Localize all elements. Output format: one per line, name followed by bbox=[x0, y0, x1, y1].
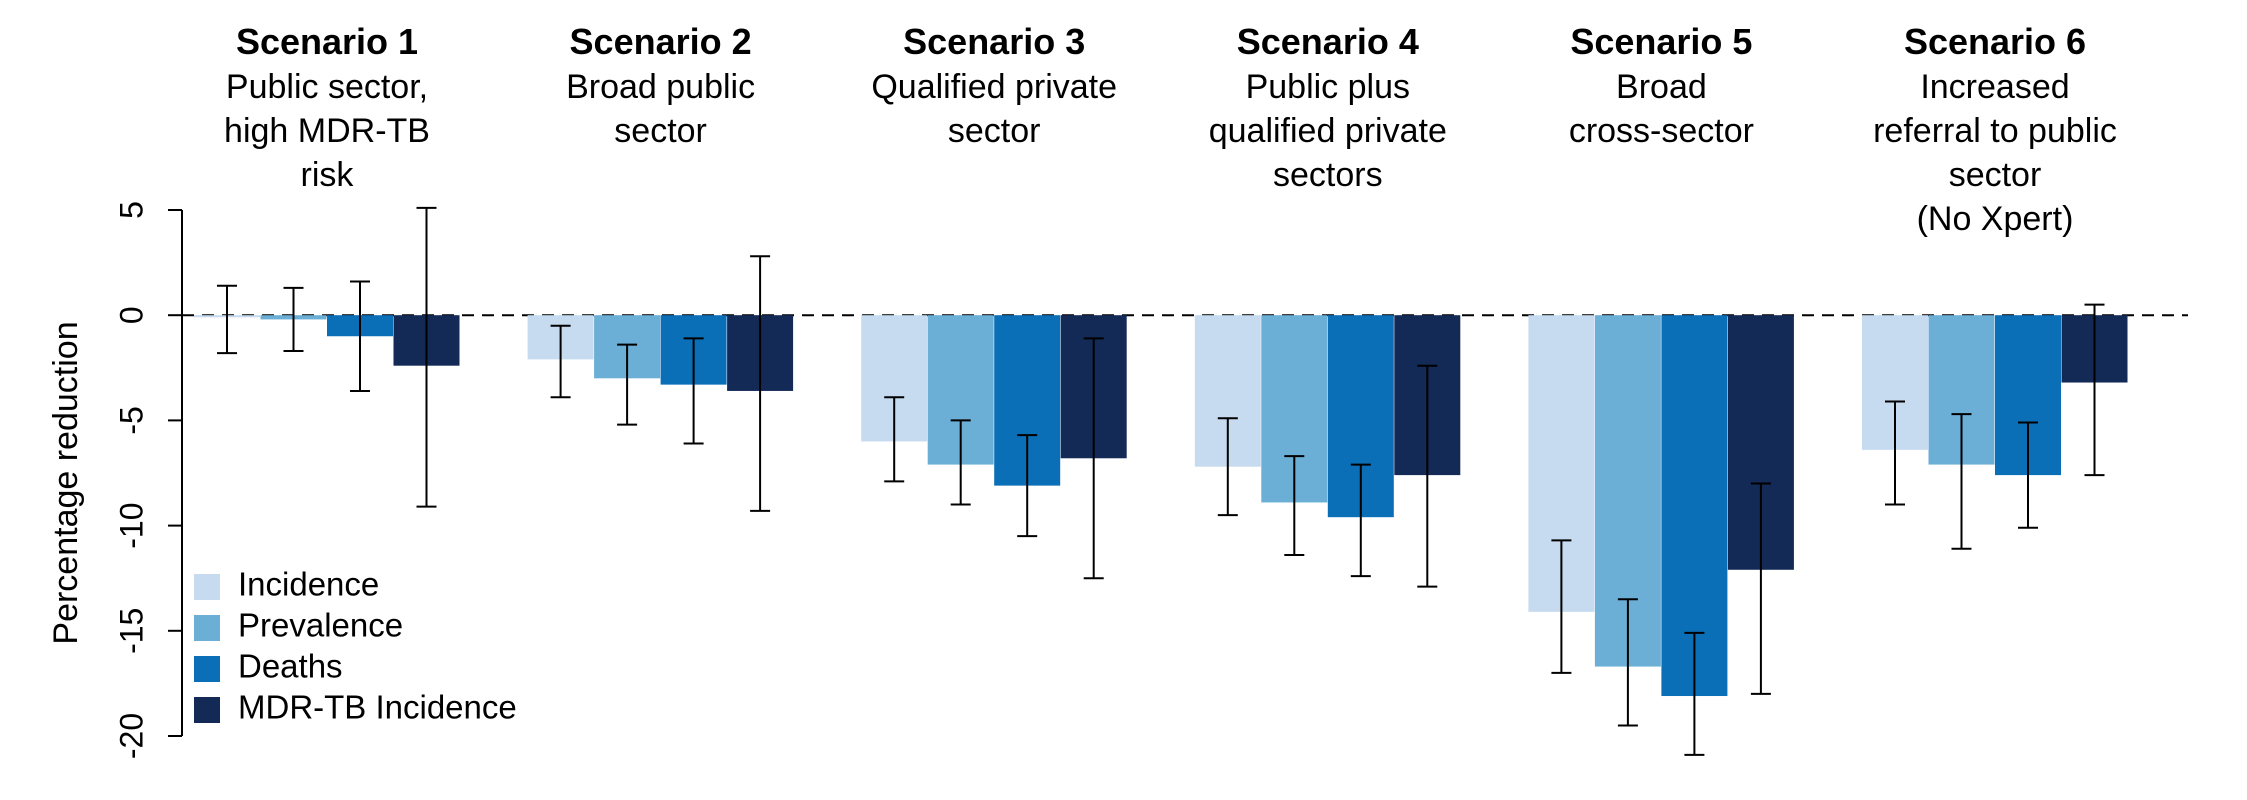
y-tick-label: -15 bbox=[113, 608, 149, 654]
legend-label: Incidence bbox=[238, 566, 379, 603]
scenario-subtitle: Public sector, bbox=[226, 68, 428, 106]
legend-swatch bbox=[194, 574, 220, 600]
bars bbox=[194, 315, 2128, 697]
legend-label: MDR-TB Incidence bbox=[238, 689, 517, 726]
scenario-subtitle: qualified private bbox=[1209, 112, 1447, 150]
scenario-subtitle: risk bbox=[301, 156, 355, 194]
scenario-subtitle: Broad bbox=[1616, 68, 1707, 106]
scenario-title: Scenario 1 bbox=[236, 21, 418, 62]
scenario-subtitle: Qualified private bbox=[871, 68, 1117, 106]
y-tick-label: -5 bbox=[113, 406, 149, 434]
scenario-subtitle: cross-sector bbox=[1569, 112, 1754, 150]
scenario-subtitle: Increased bbox=[1920, 68, 2069, 106]
legend-label: Deaths bbox=[238, 648, 343, 685]
scenario-subtitle: sector bbox=[1949, 156, 2042, 194]
y-axis-title: Percentage reduction bbox=[47, 321, 85, 644]
legend: Incidence Prevalence Deaths MDR-TB Incidenc… bbox=[194, 566, 517, 726]
scenario-title: Scenario 6 bbox=[1904, 21, 2086, 62]
error-bars bbox=[217, 206, 2105, 756]
y-axis: 5 0 -5 -10 -15 -20 Percentage reduction bbox=[47, 201, 2188, 759]
y-tick-label: -10 bbox=[113, 502, 149, 548]
scenario-title: Scenario 2 bbox=[570, 21, 752, 62]
scenario-subtitle: (No Xpert) bbox=[1917, 200, 2074, 238]
scenario-title: Scenario 3 bbox=[903, 21, 1085, 62]
legend-swatch bbox=[194, 697, 220, 723]
y-tick-label: 5 bbox=[113, 201, 149, 219]
scenario-title: Scenario 5 bbox=[1570, 21, 1752, 62]
scenario-titles: Scenario 1 Public sector, high MDR-TB risk S… bbox=[224, 21, 2117, 238]
legend-swatch bbox=[194, 656, 220, 682]
y-tick-label: -20 bbox=[113, 713, 149, 759]
legend-swatch bbox=[194, 615, 220, 641]
scenario-title: Scenario 4 bbox=[1237, 21, 1419, 62]
scenario-subtitle: referral to public bbox=[1873, 112, 2117, 150]
scenario-subtitle: Broad public bbox=[566, 68, 755, 106]
legend-label: Prevalence bbox=[238, 607, 403, 644]
y-tick-label: 0 bbox=[113, 306, 149, 324]
scenario-subtitle: Public plus bbox=[1246, 68, 1410, 106]
scenario-subtitle: sector bbox=[614, 112, 707, 150]
scenario-subtitle: high MDR-TB bbox=[224, 112, 430, 150]
scenario-subtitle: sectors bbox=[1273, 156, 1383, 194]
scenario-subtitle: sector bbox=[948, 112, 1041, 150]
